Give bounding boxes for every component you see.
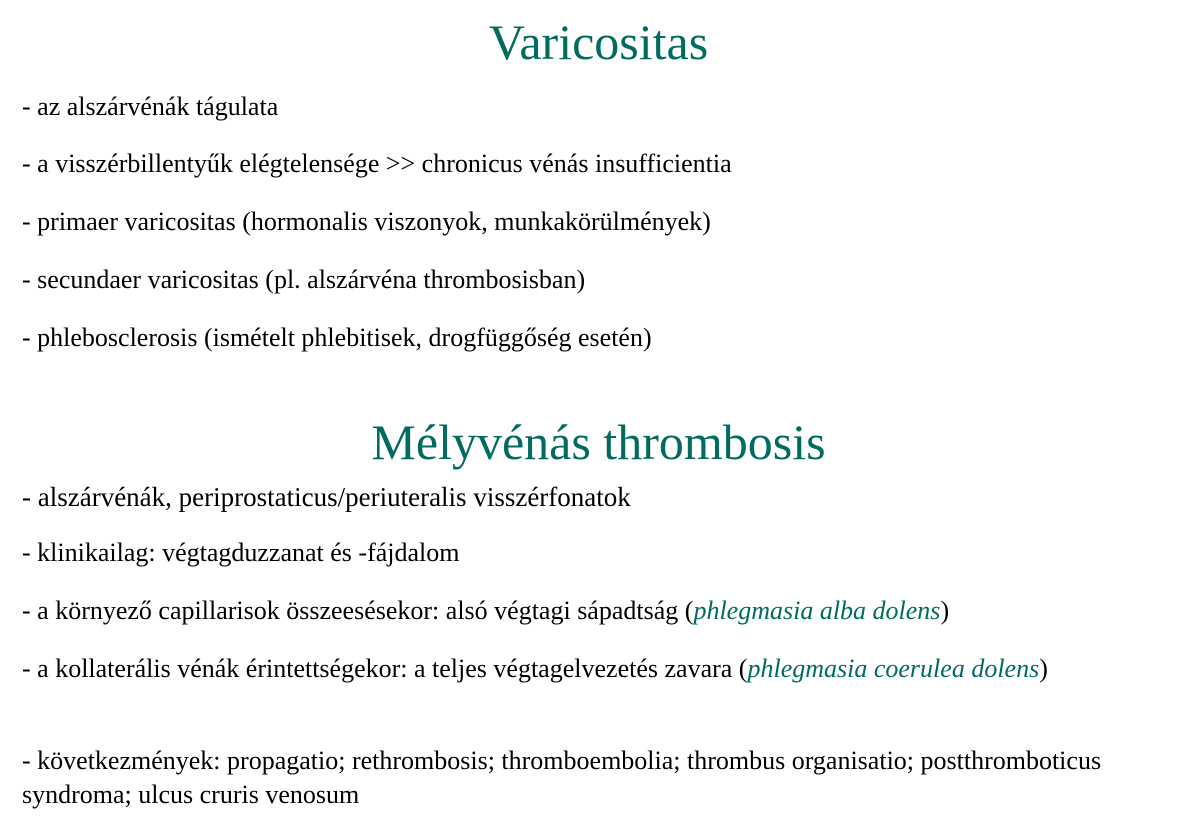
list-item: - phlebosclerosis (ismételt phlebitisek,… — [22, 323, 652, 352]
list-item: - a környező capillarisok összeesésekor:… — [22, 594, 1187, 628]
item-text: ) — [1039, 654, 1048, 683]
list-item: - következmények: propagatio; rethrombos… — [22, 746, 1102, 809]
section-title-melyvenas-thrombosis: Mélyvénás thrombosis — [371, 414, 826, 470]
list-item: - a visszérbillentyűk elégtelensége >> c… — [22, 149, 732, 178]
section-title-varicositas: Varicositas — [488, 14, 709, 70]
list-item: - secundaer varicositas (pl. alszárvéna … — [22, 265, 586, 294]
list-item: - alszárvénák, periprostaticus/periutera… — [22, 482, 631, 512]
list-item: - klinikailag: végtagduzzanat és -fájdal… — [22, 538, 460, 567]
list-item: - primaer varicositas (hormonalis viszon… — [22, 207, 711, 236]
item-text: - a kollaterális vénák érintettségekor: … — [22, 654, 748, 683]
list-item: - a kollaterális vénák érintettségekor: … — [22, 652, 1187, 686]
item-text: ) — [940, 596, 950, 625]
italic-term: phlegmasia alba dolens — [693, 596, 941, 625]
item-text: - a környező capillarisok összeesésekor:… — [22, 596, 694, 625]
italic-term: phlegmasia coerulea dolens — [747, 654, 1040, 683]
list-item: - az alszárvénák tágulata — [22, 92, 279, 121]
